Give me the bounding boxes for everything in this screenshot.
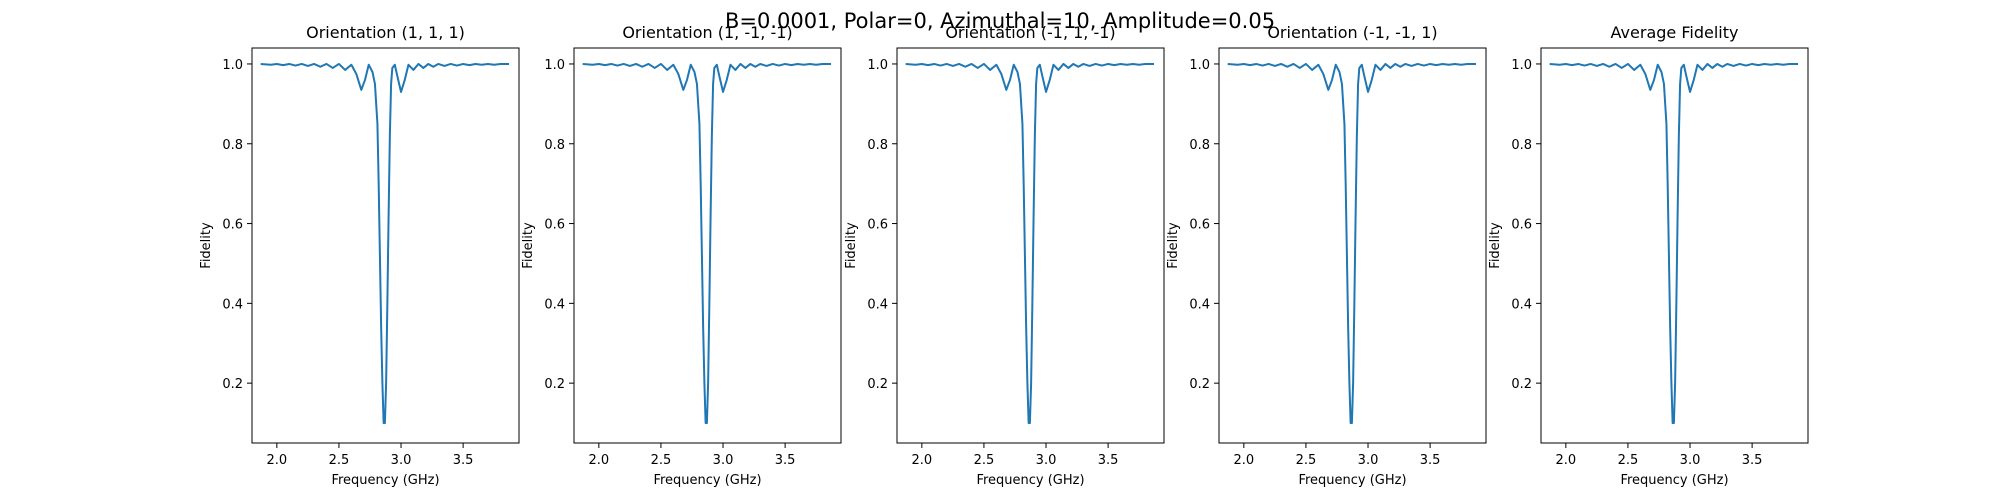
- y-axis-label: Fidelity: [199, 222, 214, 269]
- y-tick-label: 0.8: [867, 138, 888, 153]
- y-tick-label: 0.4: [1189, 297, 1210, 312]
- y-axis-label: Fidelity: [1488, 222, 1503, 269]
- y-tick-label: 0.2: [544, 377, 565, 392]
- y-tick-label: 0.2: [1511, 377, 1532, 392]
- x-tick-label: 2.0: [266, 453, 287, 468]
- y-tick-label: 1.0: [222, 58, 243, 73]
- x-tick-label: 3.5: [1098, 453, 1119, 468]
- subplot-1: Orientation (1, 1, 1) 2.0 2.5 3.0 3.5 0.2 0.4 0…: [199, 23, 520, 488]
- x-tick-label: 2.5: [651, 453, 672, 468]
- subplot-title: Average Fidelity: [1611, 23, 1739, 42]
- subplot-title: Orientation (-1, 1, -1): [945, 23, 1115, 42]
- subplot-title: Orientation (1, 1, 1): [306, 23, 465, 42]
- axes-frame: [1218, 47, 1487, 444]
- x-tick-label: 2.0: [1233, 453, 1254, 468]
- y-axis-label: Fidelity: [844, 222, 859, 269]
- y-tick-label: 1.0: [867, 58, 888, 73]
- axes-frame: [1540, 47, 1809, 444]
- x-tick-label: 2.5: [1296, 453, 1317, 468]
- subplot-title: Orientation (-1, -1, 1): [1267, 23, 1437, 42]
- x-tick-label: 3.0: [1680, 453, 1701, 468]
- series-line: [1227, 62, 1477, 425]
- y-tick-label: 0.8: [544, 138, 565, 153]
- x-tick-label: 2.0: [911, 453, 932, 468]
- x-tick-label: 3.0: [713, 453, 734, 468]
- series-line: [905, 62, 1155, 425]
- subplot-grid: Orientation (1, 1, 1) 2.0 2.5 3.0 3.5 0.2 0.4 0…: [199, 23, 1809, 488]
- x-tick-label: 3.5: [775, 453, 796, 468]
- x-tick-label: 2.0: [588, 453, 609, 468]
- y-tick-label: 0.4: [867, 297, 888, 312]
- x-tick-label: 2.0: [1555, 453, 1576, 468]
- y-tick-label: 1.0: [544, 58, 565, 73]
- x-tick-label: 3.0: [1358, 453, 1379, 468]
- series-line: [260, 62, 510, 425]
- x-tick-label: 3.5: [1742, 453, 1763, 468]
- x-axis-label: Frequency (GHz): [1298, 473, 1406, 488]
- y-tick-label: 0.6: [867, 218, 888, 233]
- axes-frame: [251, 47, 520, 444]
- x-axis-label: Frequency (GHz): [331, 473, 439, 488]
- y-tick-label: 0.8: [1511, 138, 1532, 153]
- x-tick-label: 2.5: [329, 453, 350, 468]
- axes-frame: [896, 47, 1165, 444]
- subplot-title: Orientation (1, -1, -1): [622, 23, 792, 42]
- y-tick-label: 0.4: [222, 297, 243, 312]
- y-tick-label: 0.4: [1511, 297, 1532, 312]
- x-axis-label: Frequency (GHz): [1620, 473, 1728, 488]
- x-tick-label: 2.5: [1618, 453, 1639, 468]
- subplot-3: Orientation (-1, 1, -1) 2.0 2.5 3.0 3.5 0.2 0.…: [844, 23, 1165, 488]
- x-tick-label: 3.5: [1420, 453, 1441, 468]
- x-axis-label: Frequency (GHz): [653, 473, 761, 488]
- series-line: [582, 62, 832, 425]
- axes-frame: [573, 47, 842, 444]
- x-tick-label: 3.0: [391, 453, 412, 468]
- y-tick-label: 0.2: [222, 377, 243, 392]
- y-tick-label: 1.0: [1511, 58, 1532, 73]
- y-tick-label: 0.6: [222, 218, 243, 233]
- x-tick-label: 3.0: [1036, 453, 1057, 468]
- y-tick-label: 0.8: [222, 138, 243, 153]
- y-tick-label: 0.2: [867, 377, 888, 392]
- x-tick-label: 3.5: [453, 453, 474, 468]
- y-axis-label: Fidelity: [1166, 222, 1181, 269]
- y-tick-label: 0.8: [1189, 138, 1210, 153]
- x-tick-label: 2.5: [974, 453, 995, 468]
- series-line: [1549, 62, 1799, 425]
- y-tick-label: 0.6: [1511, 218, 1532, 233]
- y-tick-label: 1.0: [1189, 58, 1210, 73]
- y-axis-label: Fidelity: [521, 222, 536, 269]
- subplot-4: Orientation (-1, -1, 1) 2.0 2.5 3.0 3.5 0.2 0.…: [1166, 23, 1487, 488]
- y-tick-label: 0.6: [1189, 218, 1210, 233]
- y-tick-label: 0.6: [544, 218, 565, 233]
- x-axis-label: Frequency (GHz): [976, 473, 1084, 488]
- y-tick-label: 0.4: [544, 297, 565, 312]
- y-tick-label: 0.2: [1189, 377, 1210, 392]
- subplot-2: Orientation (1, -1, -1) 2.0 2.5 3.0 3.5 0.2 0.…: [521, 23, 842, 488]
- subplot-5: Average Fidelity 2.0 2.5 3.0 3.5 0.2 0.4 0.6 0.8…: [1488, 23, 1809, 488]
- figure-suptitle: B=0.0001, Polar=0, Azimuthal=10, Amplitu…: [725, 9, 1275, 33]
